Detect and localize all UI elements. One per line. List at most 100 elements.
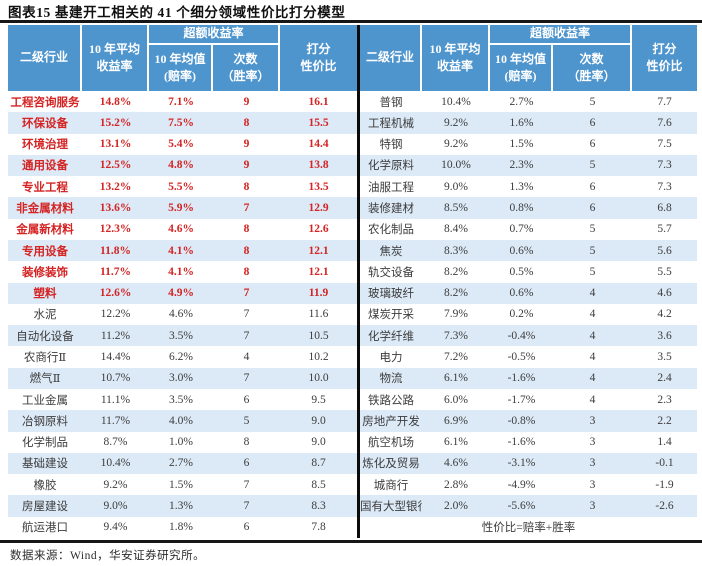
table-row: 航运港口 9.4% 1.8% 6 7.8 (8, 517, 357, 538)
win-count-cell: 3 (589, 436, 596, 449)
avg-return-cell: 7.3% (444, 329, 468, 342)
table-row: 煤炭开采 7.9% 0.2% 4 4.2 (360, 304, 697, 325)
avg-return-cell: 9.4% (103, 521, 128, 534)
win-count-cell: 5 (589, 265, 596, 278)
industry-cell: 炼化及贸易 (362, 458, 420, 471)
industry-cell: 环保设备 (22, 117, 68, 130)
table-row: 油服工程 9.0% 1.3% 6 7.3 (360, 176, 697, 197)
score-cell: -0.1 (655, 457, 674, 470)
table-row: 工业金属 11.1% 3.5% 6 9.5 (8, 389, 357, 410)
industry-cell: 房屋建设 (22, 500, 68, 513)
win-count-cell: 5 (589, 223, 596, 236)
table-row: 物流 6.1% -1.6% 4 2.4 (360, 367, 697, 389)
col-header-avg-return: 10 年平均 收益率 (82, 25, 149, 91)
industry-cell: 化学制品 (22, 437, 68, 450)
score-cell: 11.6 (308, 308, 329, 321)
score-cell: 11.9 (308, 287, 329, 300)
table-row: 化学纤维 7.3% -0.4% 4 3.6 (360, 325, 697, 347)
industry-cell: 化学纤维 (368, 330, 414, 343)
win-count-cell: 6 (589, 138, 596, 151)
industry-cell: 国有大型银行 (360, 500, 422, 513)
odds-line1: 10 年均值 (494, 51, 546, 66)
win-count-cell: 7 (243, 287, 250, 300)
table-row: 房地产开发 6.9% -0.8% 3 2.2 (360, 410, 697, 432)
right-table-body: 普钢 10.4% 2.7% 5 7.7 工程机械 9.2% 1.6% 6 7.6 特钢 9.2% 1.5… (360, 91, 697, 517)
col-header-score: 打分 性价比 (632, 25, 697, 91)
odds-cell: -4.9% (507, 478, 536, 491)
table-row: 航空机场 6.1% -1.6% 3 1.4 (360, 432, 697, 453)
win-count-cell: 6 (243, 521, 250, 534)
odds-cell: -1.6% (507, 436, 536, 449)
win-count-cell: 9 (243, 138, 250, 151)
win-count-cell: 4 (589, 287, 596, 300)
left-table-body: 工程咨询服务 14.8% 7.1% 9 16.1 环保设备 15.2% 7.5% 8 15.5 环境… (8, 91, 357, 538)
col-header-industry-label: 二级行业 (365, 50, 414, 65)
industry-cell: 城商行 (373, 479, 409, 492)
col-header-excess: 超额收益率 (490, 25, 630, 45)
table-row: 农商行Ⅱ 14.4% 6.2% 4 10.2 (8, 346, 357, 367)
avg-return-cell: 9.2% (103, 478, 128, 491)
score-cell: 7.8 (311, 521, 326, 534)
table-row: 焦炭 8.3% 0.6% 5 5.6 (360, 239, 697, 262)
industry-cell: 非金属材料 (16, 203, 74, 216)
excess-label: 超额收益率 (529, 26, 590, 41)
odds-cell: 1.0% (169, 436, 193, 449)
industry-cell: 通用设备 (22, 160, 68, 173)
avg-return-cell: 6.1% (444, 372, 468, 385)
table-row: 炼化及贸易 4.6% -3.1% 3 -0.1 (360, 452, 697, 475)
odds-cell: -5.6% (507, 499, 536, 512)
odds-cell: 4.9% (168, 287, 194, 300)
avg-return-cell: 10.0% (441, 159, 471, 172)
avg-return-cell: 10.7% (100, 372, 131, 385)
score-cell: 10.5 (308, 329, 329, 342)
odds-cell: 3.5% (169, 329, 193, 342)
table-row: 铁路公路 6.0% -1.7% 4 2.3 (360, 389, 697, 410)
score-cell: 12.6 (308, 223, 329, 236)
win-count-cell: 8 (243, 180, 250, 193)
score-cell: 3.5 (657, 351, 672, 364)
win-count-cell: 4 (589, 351, 596, 364)
table-row: 自动化设备 11.2% 3.5% 7 10.5 (8, 325, 357, 347)
win-count-cell: 8 (243, 436, 250, 449)
avg-return-cell: 9.2% (444, 138, 468, 151)
col-header-industry-label: 二级行业 (19, 50, 68, 65)
industry-cell: 专用设备 (22, 245, 68, 258)
table-row: 工程机械 9.2% 1.6% 6 7.6 (360, 112, 697, 134)
avg-return-line1: 10 年平均 (429, 41, 481, 56)
win-count-cell: 6 (243, 457, 250, 470)
score-cell: 2.3 (657, 393, 672, 406)
avg-return-cell: 11.7% (100, 265, 131, 278)
odds-cell: 4.1% (168, 265, 194, 278)
score-cell: 15.5 (308, 116, 329, 129)
industry-cell: 特钢 (379, 139, 403, 152)
odds-cell: 1.3% (169, 499, 193, 512)
odds-cell: 6.2% (169, 351, 193, 364)
win-count-cell: 5 (589, 95, 596, 108)
avg-return-cell: 12.5% (99, 159, 132, 172)
industry-cell: 电力 (379, 352, 403, 365)
score-cell: 5.7 (657, 223, 672, 236)
industry-cell: 焦炭 (379, 245, 403, 258)
industry-cell: 农商行Ⅱ (23, 352, 67, 365)
score-cell: 12.1 (308, 244, 329, 257)
odds-cell: 0.6% (509, 244, 534, 257)
odds-cell: -1.7% (507, 393, 536, 406)
table-row: 工程咨询服务 14.8% 7.1% 9 16.1 (8, 91, 357, 112)
industry-cell: 物流 (379, 373, 403, 386)
avg-return-cell: 11.1% (100, 393, 131, 406)
odds-cell: -0.8% (507, 414, 536, 427)
score-cell: 7.3 (657, 180, 672, 193)
odds-cell: 5.5% (168, 180, 194, 193)
avg-return-cell: 15.2% (99, 116, 132, 129)
avg-return-cell: 13.2% (99, 180, 132, 193)
industry-cell: 航空机场 (368, 437, 414, 450)
odds-cell: 0.7% (509, 223, 534, 236)
odds-cell: -1.6% (507, 372, 536, 385)
odds-line1: 10 年均值 (154, 51, 206, 66)
odds-line2: (赔率) (164, 69, 196, 83)
industry-cell: 基础建设 (22, 458, 68, 471)
win-count-cell: 9 (243, 95, 250, 108)
odds-cell: 2.7% (509, 95, 534, 108)
industry-cell: 专业工程 (22, 181, 68, 194)
